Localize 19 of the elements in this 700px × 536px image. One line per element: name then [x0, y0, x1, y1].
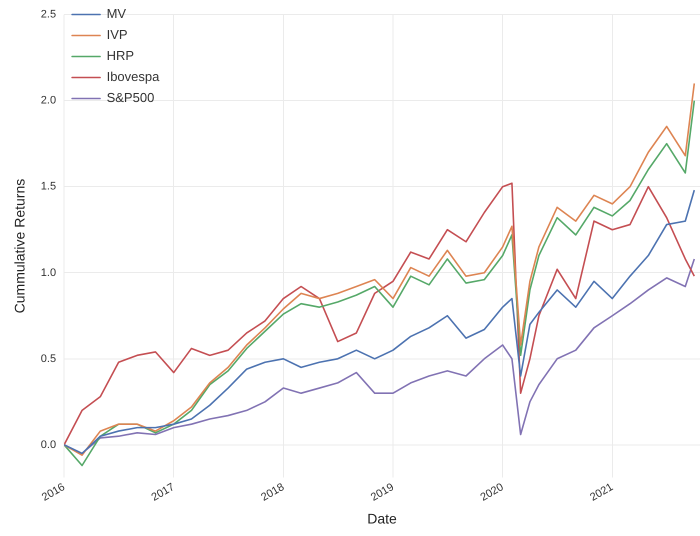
y-tick-label: 2.0 — [40, 94, 56, 107]
y-tick-label: 2.5 — [40, 8, 56, 21]
x-tick-label: 2020 — [478, 481, 506, 504]
legend-label: S&P500 — [106, 90, 154, 106]
y-tick-label: 1.5 — [40, 180, 56, 193]
y-axis-title: Cummulative Returns — [11, 178, 28, 314]
x-tick-label: 2016 — [40, 481, 68, 504]
x-tick-label: 2018 — [259, 481, 286, 504]
legend-label: MV — [106, 6, 126, 22]
y-tick-label: 1.0 — [40, 266, 56, 279]
legend-label: IVP — [106, 27, 128, 42]
y-tick-label: 0.5 — [40, 352, 56, 365]
x-tick-label: 2017 — [150, 481, 177, 504]
x-tick-label: 2019 — [368, 481, 396, 504]
x-axis-title: Date — [367, 510, 398, 526]
y-tick-label: 0.0 — [40, 438, 56, 451]
legend-label: Ibovespa — [106, 69, 160, 84]
x-tick-label: 2021 — [588, 481, 616, 504]
legend-label: HRP — [106, 48, 134, 64]
